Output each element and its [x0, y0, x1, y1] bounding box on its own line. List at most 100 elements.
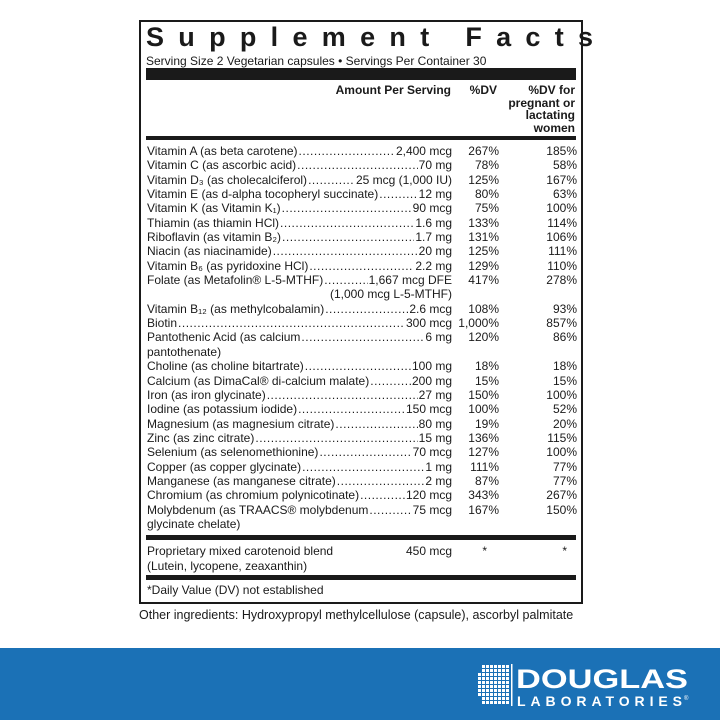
nutrient-pregnant-dv: 857% — [546, 316, 577, 331]
logo-grid-icon — [478, 665, 509, 704]
nutrient-amount: 1,667 mcg DFE — [368, 273, 452, 288]
nutrient-amount: 2 mg — [425, 473, 452, 488]
proprietary-blend-row: Proprietary mixed carotenoid blend (Lute… — [147, 544, 577, 573]
nutrient-row: Vitamin B₁₂ (as methylcobalamin) 2.6 mcg 1… — [147, 302, 577, 316]
nutrient-pregnant-dv: 100% — [546, 445, 577, 460]
nutrient-pregnant-dv: 115% — [547, 430, 577, 445]
nutrient-pregnant-dv: 77% — [552, 459, 577, 474]
nutrient-pregnant-dv: 167% — [546, 172, 577, 187]
nutrient-amount: 15 mg — [418, 430, 452, 445]
nutrient-row: Vitamin E (as d-alpha tocopheryl succina… — [147, 187, 577, 201]
nutrient-dv: 100% — [468, 402, 499, 417]
nutrient-dv: 136% — [468, 430, 499, 445]
nutrient-row: Copper (as copper glycinate) 1 mg 111% 77% — [147, 460, 577, 474]
dot-leader — [178, 316, 405, 330]
nutrient-row: Iodine (as potassium iodide) 150 mcg 100% 5… — [147, 402, 577, 416]
nutrient-amount: 12 mg — [418, 187, 452, 202]
nutrient-pregnant-dv: 267% — [546, 488, 577, 503]
nutrient-name: Iron (as iron glycinate) — [147, 387, 266, 402]
dot-leader — [309, 259, 414, 273]
nutrient-pregnant-dv: 58% — [552, 158, 577, 173]
nutrient-dv: 267% — [468, 144, 499, 158]
nutrient-name: Chromium (as chromium polynicotinate) — [147, 488, 360, 503]
nutrient-pregnant-dv: 150% — [546, 502, 577, 517]
serving-info: Serving Size 2 Vegetarian capsules • Ser… — [146, 54, 487, 68]
nutrient-name: Biotin — [147, 316, 178, 331]
nutrient-row: Riboflavin (as vitamin B₂) 1.7 mg 131% 106% — [147, 230, 577, 244]
nutrient-amount: 2,400 mcg — [395, 144, 452, 158]
logo-wordmark: DOUGLAS — [516, 664, 688, 694]
dot-leader — [335, 417, 417, 431]
nutrient-amount: 70 mcg — [412, 445, 452, 460]
nutrient-row: Vitamin D₃ (as cholecalciferol) 25 mcg (1… — [147, 173, 577, 187]
nutrient-name: Selenium (as selenomethionine) — [147, 445, 319, 460]
nutrient-dv: 1,000% — [458, 316, 499, 331]
dot-leader — [282, 230, 414, 244]
divider-thick — [146, 535, 576, 540]
nutrient-amount: 1.6 mg — [415, 215, 452, 230]
nutrient-dv: 150% — [468, 387, 499, 402]
nutrient-pregnant-dv: 110% — [547, 258, 577, 273]
dot-leader — [302, 460, 424, 474]
divider-thick — [146, 68, 576, 80]
nutrient-name: Manganese (as manganese citrate) — [147, 473, 336, 488]
nutrient-row: Folate (as Metafolin® L-5-MTHF) 1,667 mcg… — [147, 273, 577, 302]
nutrient-dv: 15% — [474, 373, 499, 388]
dot-leader — [305, 359, 411, 373]
nutrient-pregnant-dv: 114% — [547, 215, 577, 230]
nutrient-name: Vitamin B₁₂ (as methylcobalamin) — [147, 301, 325, 316]
nutrient-row: Vitamin C (as ascorbic acid) 70 mg 78% 58% — [147, 158, 577, 172]
dot-leader — [325, 302, 408, 316]
nutrient-amount: 80 mg — [418, 416, 452, 431]
nutrient-name: Calcium (as DimaCal® di-calcium malate) — [147, 373, 370, 388]
dot-leader — [267, 388, 418, 402]
panel-title: Supplement Facts — [146, 22, 608, 52]
nutrient-dv: 129% — [468, 258, 499, 273]
nutrient-dv: 125% — [468, 172, 499, 187]
nutrient-pregnant-dv: 106% — [546, 230, 577, 245]
nutrient-amount: 2.6 mcg — [409, 301, 452, 316]
nutrient-amount: 90 mcg — [412, 201, 452, 216]
nutrient-amount: 100 mg — [411, 359, 452, 374]
nutrient-amount: 1.7 mg — [415, 230, 452, 245]
footnote: *Daily Value (DV) not established — [147, 583, 324, 597]
nutrient-row: Thiamin (as thiamin HCl) 1.6 mg 133% 114% — [147, 216, 577, 230]
header-pregnant-dv: %DV for pregnant or lactating women — [508, 83, 575, 135]
nutrient-name: Vitamin A (as beta carotene) — [147, 144, 298, 158]
nutrient-row: Chromium (as chromium polynicotinate) 120… — [147, 488, 577, 502]
nutrient-pregnant-dv: 100% — [546, 201, 577, 216]
nutrient-row: Iron (as iron glycinate) 27 mg 150% 100% — [147, 388, 577, 402]
blend-name: Proprietary mixed carotenoid blend — [147, 544, 334, 558]
nutrient-row: Manganese (as manganese citrate) 2 mg 87% 7… — [147, 474, 577, 488]
nutrient-name: Niacin (as niacinamide) — [147, 244, 272, 259]
nutrient-row: Vitamin K (as Vitamin K₁) 90 mcg 75% 100% — [147, 201, 577, 215]
nutrient-name: Pantothenic Acid (as calcium — [147, 330, 301, 345]
nutrient-pregnant-dv: 52% — [552, 402, 577, 417]
dot-leader — [337, 474, 425, 488]
nutrient-name: Iodine (as potassium iodide) — [147, 402, 298, 417]
nutrient-dv: 131% — [468, 230, 499, 245]
nutrient-pregnant-dv: 100% — [546, 387, 577, 402]
nutrient-dv: 127% — [468, 445, 499, 460]
blend-amount: 450 mcg — [405, 544, 452, 558]
nutrient-amount: 300 mcg — [405, 316, 452, 331]
nutrient-amount: 120 mcg — [405, 488, 452, 503]
nutrient-name: Molybdenum (as TRAACS® molybdenum — [147, 502, 369, 517]
nutrient-row: Pantothenic Acid (as calcium 6 mg pantothe… — [147, 330, 577, 359]
douglas-laboratories-logo: DOUGLAS LABORATORIES ® — [478, 664, 689, 709]
nutrient-dv: 111% — [470, 459, 499, 474]
nutrient-name-continued: (1,000 mcg L-5-MTHF) — [329, 287, 452, 302]
dot-leader — [369, 503, 411, 517]
nutrient-pregnant-dv: 15% — [552, 373, 577, 388]
nutrient-dv: 19% — [474, 416, 499, 431]
nutrient-row: Vitamin B₆ (as pyridoxine HCl) 2.2 mg 129%… — [147, 259, 577, 273]
nutrient-row: Niacin (as niacinamide) 20 mg 125% 111% — [147, 244, 577, 258]
nutrient-dv: 75% — [474, 201, 499, 216]
nutrient-dv: 80% — [474, 187, 499, 202]
nutrient-name: Riboflavin (as vitamin B₂) — [147, 230, 282, 245]
nutrient-dv: 343% — [468, 488, 499, 503]
dot-leader — [273, 244, 418, 258]
nutrient-row: Magnesium (as magnesium citrate) 80 mg 19%… — [147, 417, 577, 431]
nutrient-list: Vitamin A (as beta carotene) 2,400 mcg 267… — [147, 144, 577, 531]
nutrient-dv: 87% — [474, 473, 499, 488]
